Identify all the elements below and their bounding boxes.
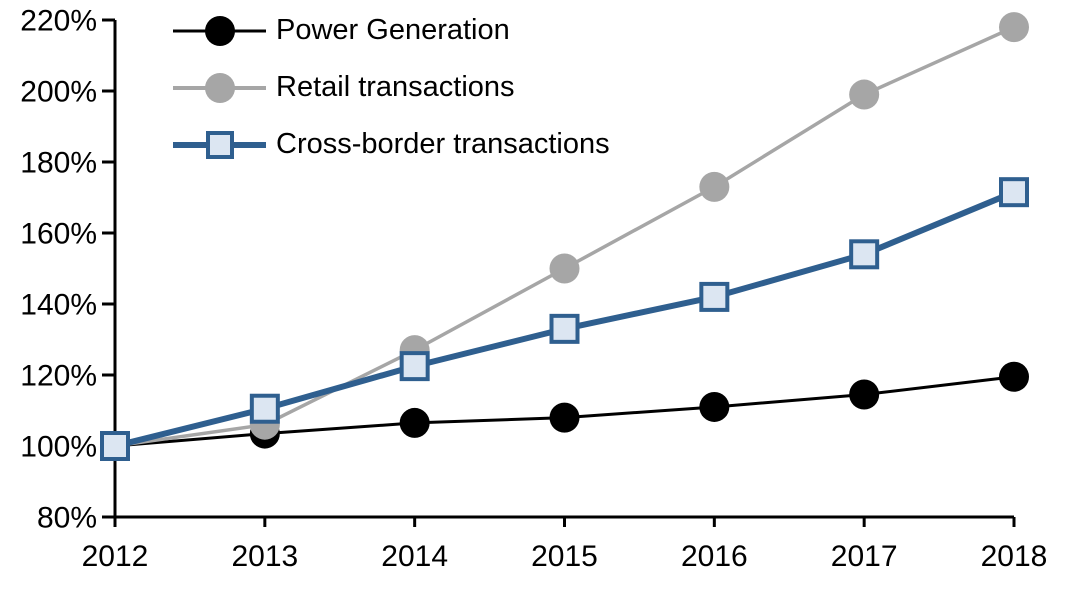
x-axis-label: 2013 [231, 540, 298, 573]
y-axis-label: 120% [20, 360, 97, 393]
marker-0-6 [999, 361, 1029, 392]
y-axis-label: 160% [20, 218, 97, 251]
x-axis-label: 2012 [82, 540, 149, 573]
x-axis-label: 2014 [381, 540, 448, 573]
legend-marker-circle-1 [204, 72, 235, 103]
marker-0-2 [399, 407, 430, 438]
marker-2-0 [100, 431, 130, 461]
legend-item-1: Retail transactions [173, 59, 610, 116]
marker-0-4 [699, 391, 730, 422]
axis-lines [113, 20, 1014, 519]
marker-0-3 [549, 402, 580, 433]
marker-2-4 [699, 281, 730, 312]
legend-label-2: Cross-border transactions [276, 128, 610, 160]
legend-marker-circle-0 [204, 15, 235, 46]
marker-2-6 [999, 177, 1029, 208]
legend-sample-2 [173, 128, 266, 162]
marker-1-4 [699, 171, 730, 202]
marker-1-5 [849, 79, 880, 110]
marker-0-5 [849, 379, 880, 410]
y-axis-label: 100% [20, 431, 97, 464]
y-axis-label: 200% [20, 76, 97, 109]
legend-item-0: Power Generation [173, 2, 610, 59]
marker-2-3 [549, 313, 580, 344]
legend: Power Generation Retail transactions Cross… [173, 2, 610, 173]
y-axis-label: 140% [20, 289, 97, 322]
legend-label-1: Retail transactions [276, 71, 515, 103]
x-axis-label: 2015 [531, 540, 598, 573]
marker-2-1 [249, 393, 280, 424]
x-axis-label: 2017 [831, 540, 898, 573]
legend-item-2: Cross-border transactions [173, 116, 610, 173]
y-axis-label: 80% [37, 502, 97, 535]
marker-1-6 [999, 12, 1029, 43]
legend-label-0: Power Generation [276, 14, 510, 46]
legend-marker-square-2 [205, 130, 234, 159]
marker-1-3 [549, 253, 580, 284]
legend-sample-0 [173, 14, 266, 48]
y-axis-label: 180% [20, 147, 97, 180]
x-axis-label: 2018 [981, 540, 1048, 573]
marker-2-5 [849, 239, 880, 270]
legend-sample-1 [173, 71, 266, 105]
y-axis-label: 220% [20, 5, 97, 38]
x-axis-label: 2016 [681, 540, 748, 573]
marker-2-2 [399, 351, 430, 382]
